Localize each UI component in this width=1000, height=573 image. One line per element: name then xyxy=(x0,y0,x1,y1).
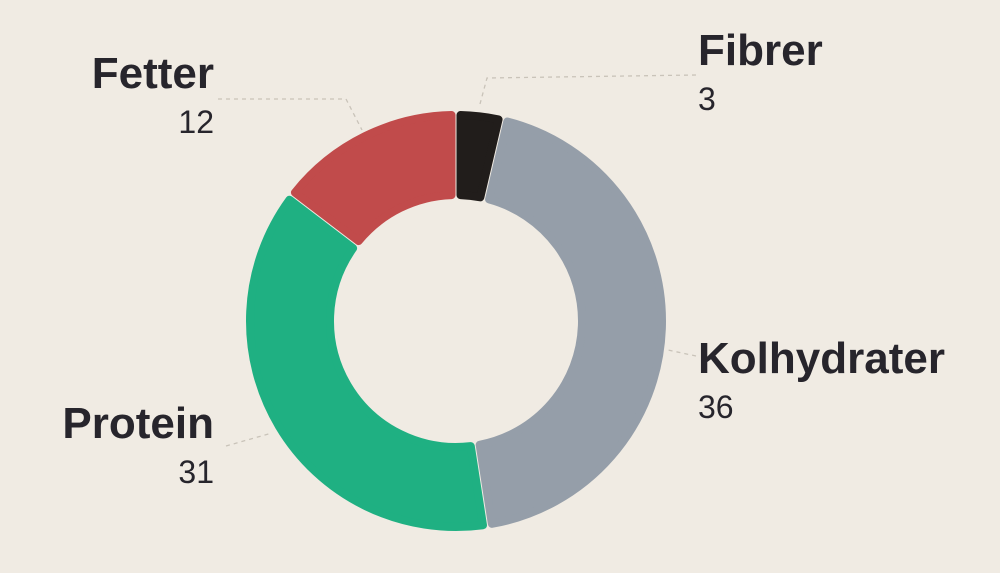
category-label-fetter: Fetter xyxy=(92,49,214,98)
leader-line-fibrer xyxy=(479,74,697,105)
slices-group xyxy=(246,111,666,531)
slice-fibrer xyxy=(456,111,503,202)
leader-line-fetter xyxy=(218,98,363,131)
labels-group: Fibrer 3 Kolhydrater 36 Protein 31 Fetter 12 xyxy=(62,26,945,490)
category-label-protein: Protein xyxy=(62,399,214,448)
leader-line-protein xyxy=(225,432,273,447)
value-label-fibrer: 3 xyxy=(698,81,716,117)
leader-line-kolhydrater xyxy=(667,349,697,357)
slice-kolhydrater xyxy=(475,117,666,528)
slice-protein xyxy=(246,195,487,531)
category-label-fibrer: Fibrer xyxy=(698,26,823,75)
category-label-kolhydrater: Kolhydrater xyxy=(698,334,945,383)
value-label-protein: 31 xyxy=(178,454,214,490)
value-label-fetter: 12 xyxy=(178,104,214,140)
slice-fetter xyxy=(290,111,456,246)
value-label-kolhydrater: 36 xyxy=(698,389,734,425)
